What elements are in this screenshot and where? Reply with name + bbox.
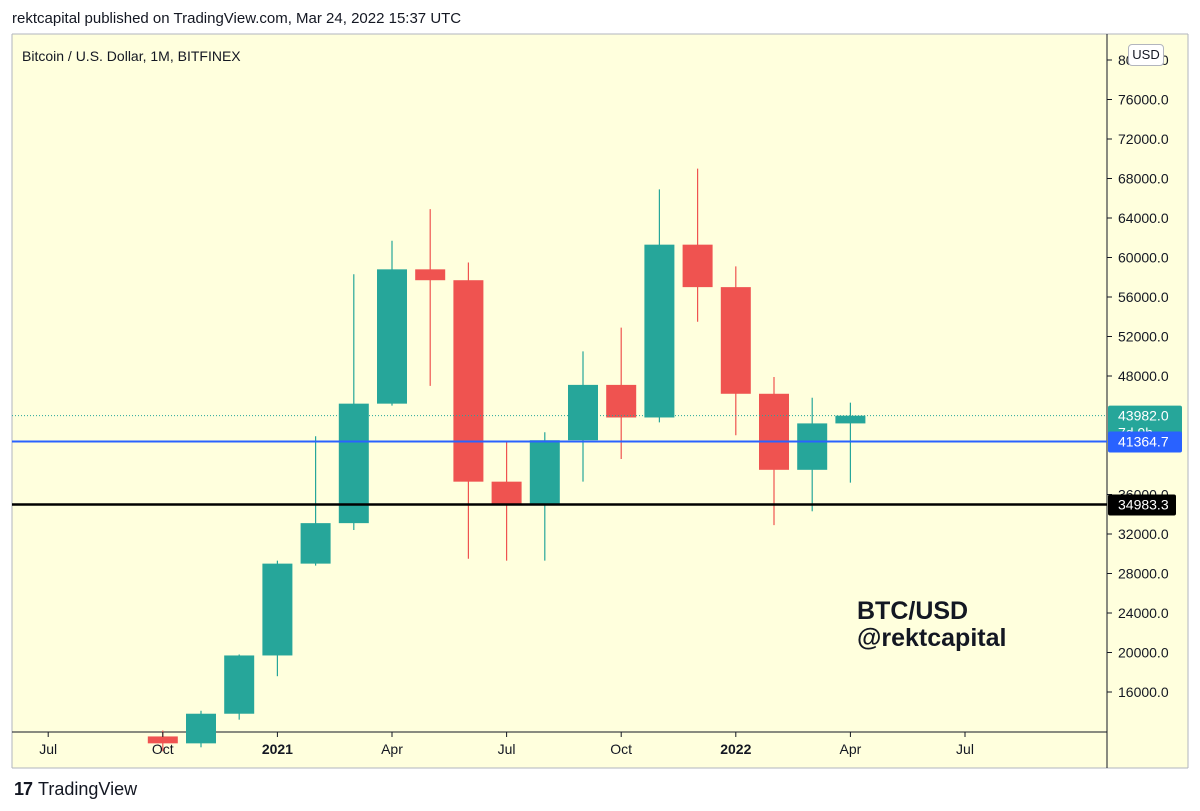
candle-body [529,440,560,505]
tradingview-logo-icon[interactable]: 17 [14,779,33,799]
time-tick-label: Jul [956,741,974,757]
time-tick-label: Oct [610,741,632,757]
candle[interactable] [186,710,216,748]
candle-body [300,523,331,564]
annotation-line2: @rektcapital [857,624,1006,652]
candle[interactable] [453,262,484,559]
blue-support-value: 41364.7 [1118,434,1169,450]
price-tick-label: 76000.0 [1118,92,1169,108]
price-tick-label: 24000.0 [1118,605,1169,621]
price-tick-label: 72000.0 [1118,131,1169,147]
price-tick-label: 64000.0 [1118,210,1169,226]
candle[interactable] [644,189,675,423]
candle[interactable] [682,168,713,322]
candle-body [377,269,407,404]
price-axis-background[interactable] [1107,34,1188,732]
current-price-value: 43982.0 [1118,408,1169,424]
candle-body [606,384,637,418]
price-tick-label: 56000.0 [1118,289,1169,305]
candle-body [186,713,216,744]
candle[interactable] [606,327,637,459]
candle-body [147,736,178,744]
blue-support-label-bg [1108,431,1182,453]
publish-header: rektcapital published on TradingView.com… [12,10,462,27]
price-tick-label: 68000.0 [1118,171,1169,187]
candle[interactable] [338,274,369,531]
time-tick-label: 2022 [720,741,751,757]
candle[interactable] [491,442,522,561]
time-tick-label: 2021 [262,741,293,757]
price-tick-label: 48000.0 [1118,368,1169,384]
candle-body [720,287,751,394]
price-tick-label: 52000.0 [1118,329,1169,345]
black-support-label: 34983.3 [1108,494,1176,516]
candles-layer [147,168,866,752]
black-support-value: 34983.3 [1118,497,1169,513]
plot-background [12,34,1107,732]
candle[interactable] [300,436,331,566]
time-tick-label: Oct [152,741,174,757]
candle[interactable] [568,351,598,482]
price-lines-layer [12,415,1107,506]
candle-body [835,415,866,424]
price-tick-label: 32000.0 [1118,526,1169,542]
candle-body [415,269,446,281]
candle[interactable] [262,560,293,677]
black-support-label-bg [1108,494,1176,516]
candle-body [797,423,828,470]
candle-body [644,244,675,418]
candle[interactable] [720,266,751,436]
candle[interactable] [224,654,255,720]
candle[interactable] [377,240,407,406]
annotation-line1: BTC/USD [857,597,968,625]
candle-body [568,384,598,441]
price-tick-label: 20000.0 [1118,645,1169,661]
candle-body [682,244,713,288]
time-ticks-layer: Jul Oct 2021 Apr Jul Oct 2022 Apr Jul [39,732,974,757]
candle[interactable] [529,432,560,561]
symbol-title: Bitcoin / U.S. Dollar, 1M, BITFINEX [22,48,241,64]
candle[interactable] [759,376,789,526]
time-tick-label: Apr [840,741,862,757]
time-tick-label: Apr [381,741,403,757]
candle-body [453,280,484,482]
price-tick-label: 16000.0 [1118,684,1169,700]
candle-body [224,655,255,714]
candle-body [759,393,789,470]
candle[interactable] [835,402,866,483]
candle[interactable] [797,397,828,512]
price-tick-label: 60000.0 [1118,250,1169,266]
time-tick-label: Jul [39,741,57,757]
blue-support-label: 41364.7 [1108,431,1182,453]
footer-brand[interactable]: TradingView [38,779,138,799]
time-tick-label: Jul [498,741,516,757]
candle[interactable] [415,209,446,386]
candle-body [262,563,293,656]
candle-body [491,481,522,505]
price-tick-label: 28000.0 [1118,566,1169,582]
candle-body [338,403,369,524]
currency-badge[interactable]: USD [1128,44,1164,66]
footer: 17 TradingView [14,779,137,800]
